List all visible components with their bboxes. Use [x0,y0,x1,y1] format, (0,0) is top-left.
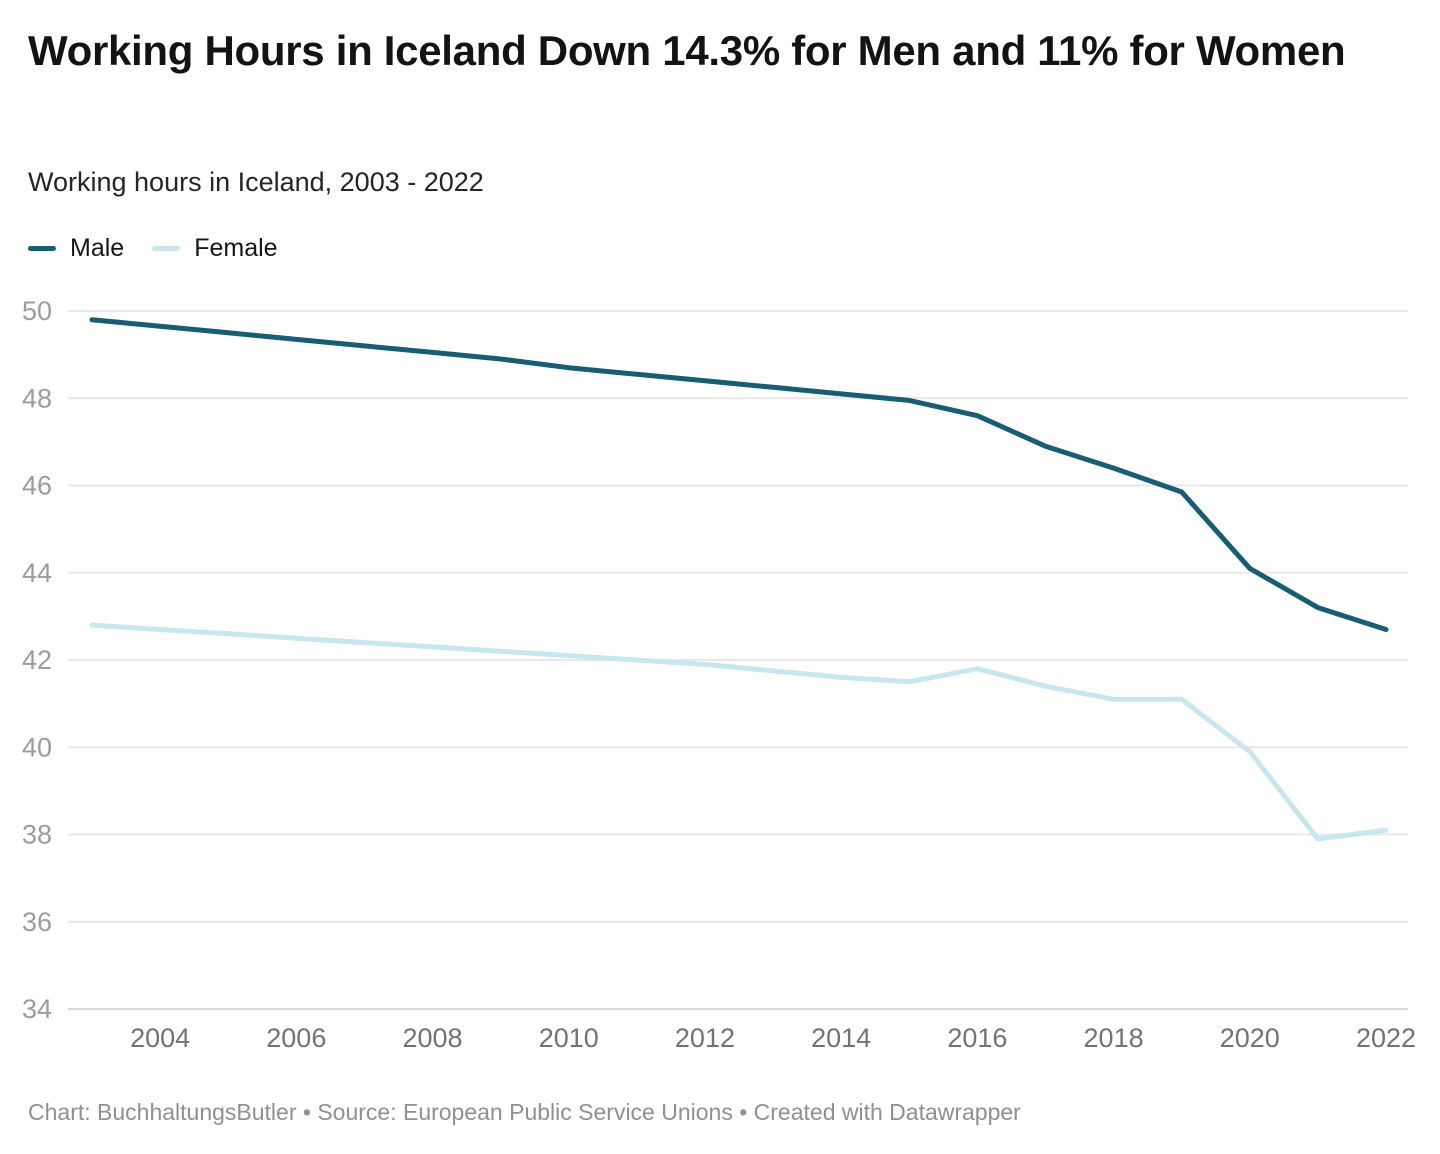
y-axis-label: 34 [22,994,52,1024]
legend-swatch-female [152,245,181,251]
x-axis-label: 2008 [402,1023,462,1053]
x-axis-label: 2020 [1220,1023,1280,1053]
legend: Male Female [28,233,306,263]
y-axis-label: 48 [22,383,52,413]
chart-subtitle: Working hours in Iceland, 2003 - 2022 [28,167,484,197]
y-axis-label: 42 [22,645,52,675]
y-axis-label: 50 [22,296,52,326]
x-axis-label: 2012 [675,1023,735,1053]
chart-footer: Chart: BuchhaltungsButler • Source: Euro… [28,1099,1021,1125]
x-axis-label: 2018 [1084,1023,1144,1053]
y-axis-label: 38 [22,820,52,850]
chart-title: Working Hours in Iceland Down 14.3% for … [28,27,1346,74]
y-axis-label: 36 [22,907,52,937]
female-line-series [89,622,1389,842]
legend-item-female: Female [152,233,278,263]
male-line-series [89,317,1389,632]
legend-label-female: Female [194,234,278,262]
x-axis-label: 2014 [811,1023,871,1053]
x-axis-label: 2004 [130,1023,190,1053]
x-axis-label: 2006 [266,1023,326,1053]
legend-item-male: Male [28,233,124,263]
x-axis-label: 2010 [539,1023,599,1053]
x-axis-label: 2016 [947,1023,1007,1053]
y-axis-label: 44 [22,558,52,588]
x-axis-label: 2022 [1356,1023,1416,1053]
legend-label-male: Male [70,234,125,262]
legend-swatch-male [28,245,56,251]
y-axis-label: 40 [22,732,52,762]
y-axis-label: 46 [22,471,52,501]
